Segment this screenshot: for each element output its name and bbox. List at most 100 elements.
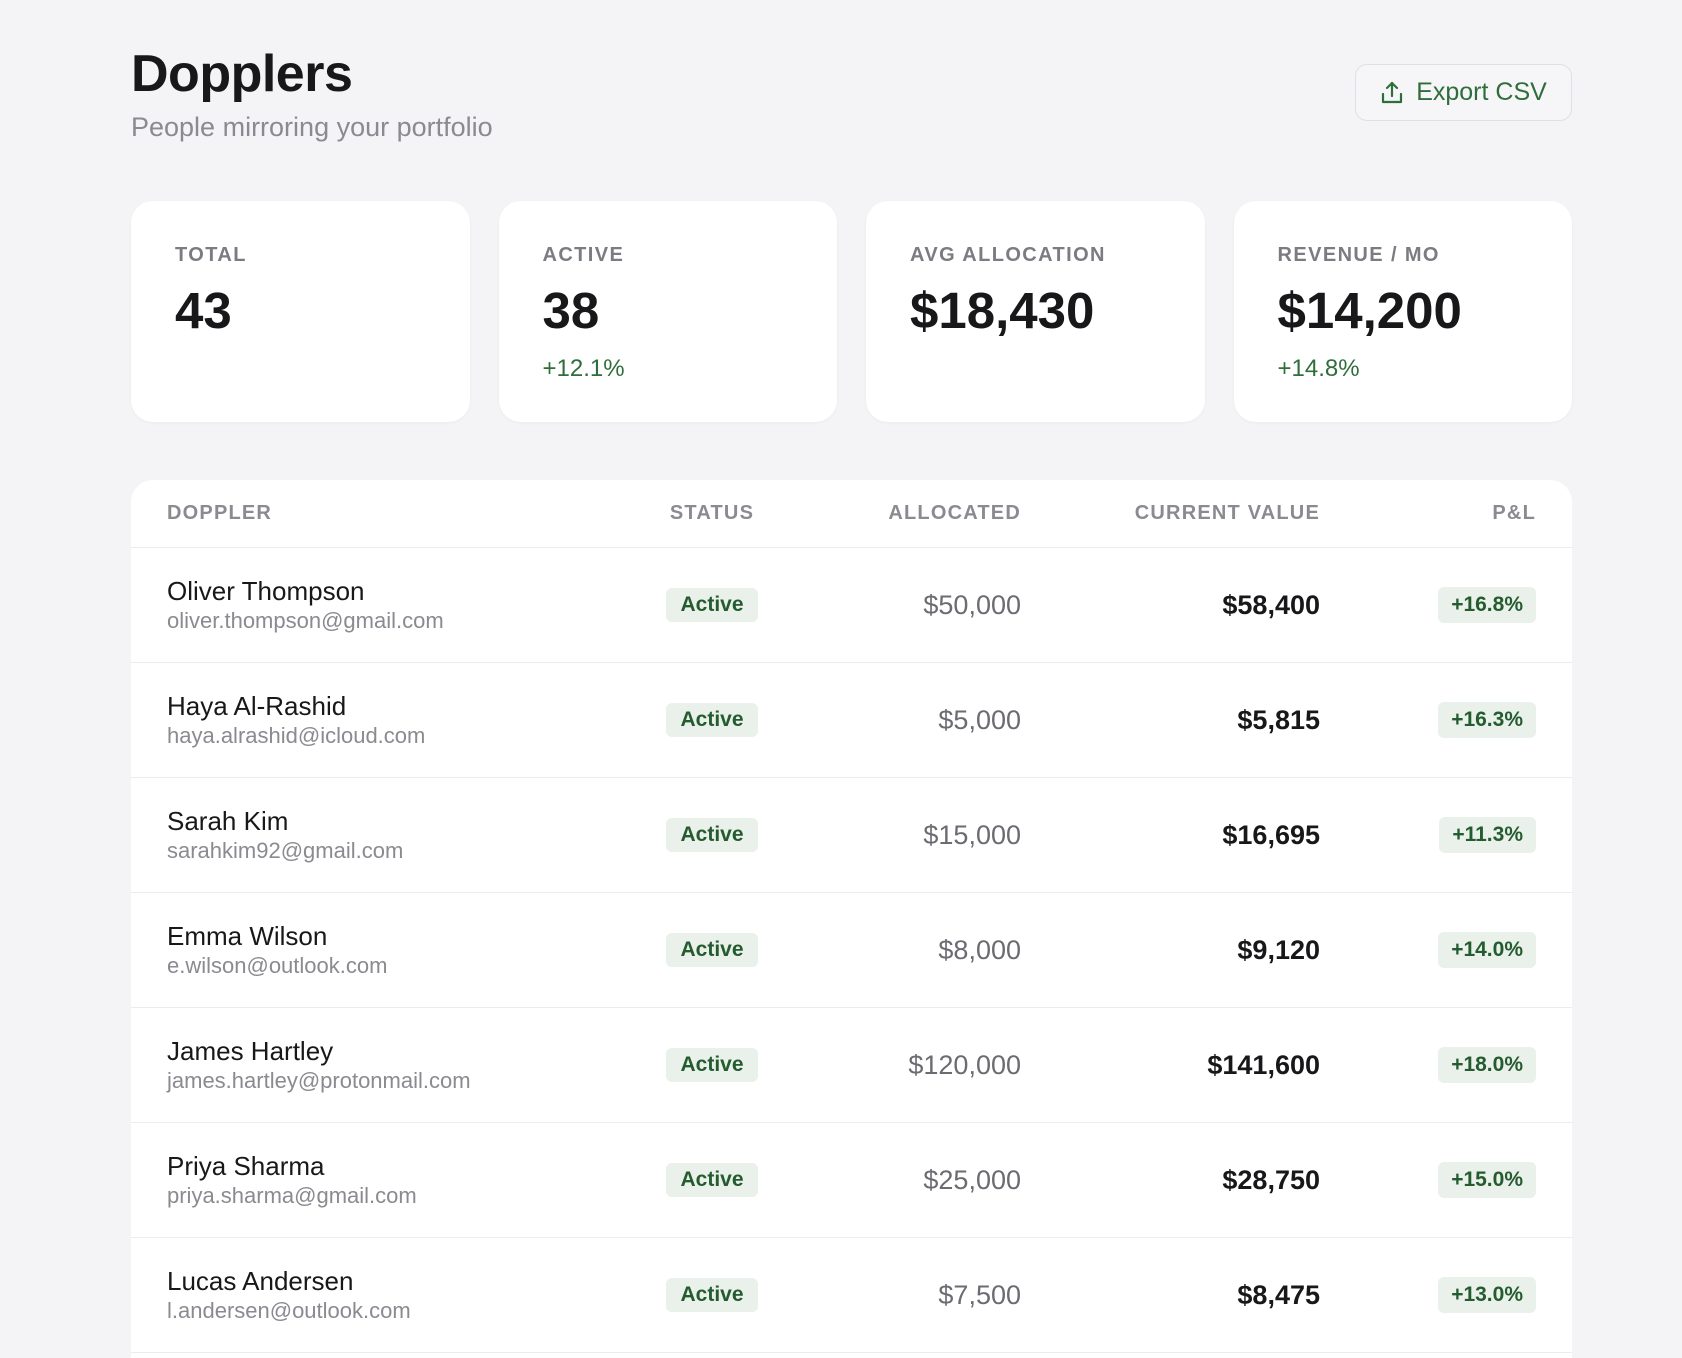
current-value: $8,475 [1237, 1279, 1320, 1310]
doppler-email: james.hartley@protonmail.com [167, 1068, 471, 1093]
page-title: Dopplers [131, 45, 353, 103]
dopplers-table: DOPPLER STATUS ALLOCATED CURRENT VALUE P… [131, 480, 1572, 1358]
doppler-name: James Hartley [167, 1036, 334, 1066]
doppler-cell: Emma Wilson e.wilson@outlook.com [167, 920, 647, 980]
pl-cell: +15.0% [1320, 1162, 1536, 1198]
stat-delta: +12.1% [542, 355, 625, 382]
doppler-cell: Priya Sharma priya.sharma@gmail.com [167, 1150, 647, 1210]
stat-value: $18,430 [910, 282, 1095, 339]
doppler-name: Haya Al-Rashid [167, 691, 347, 721]
doppler-email: priya.sharma@gmail.com [167, 1183, 417, 1208]
status-badge: Active [666, 1278, 758, 1312]
table-row[interactable]: Sarah Kim sarahkim92@gmail.com Active $1… [131, 778, 1572, 893]
upload-icon [1380, 80, 1404, 106]
pl-cell: +13.0% [1320, 1277, 1536, 1313]
column-header-status[interactable]: STATUS [669, 502, 755, 524]
export-csv-button[interactable]: Export CSV [1355, 64, 1572, 121]
status-cell: Active [647, 1048, 777, 1082]
status-cell: Active [647, 703, 777, 737]
status-cell: Active [647, 1163, 777, 1197]
pl-cell: +16.8% [1320, 587, 1536, 623]
doppler-cell: Oliver Thompson oliver.thompson@gmail.co… [167, 575, 647, 635]
allocated-value: $50,000 [923, 589, 1021, 620]
current-value: $5,815 [1237, 704, 1320, 735]
pl-badge: +13.0% [1438, 1277, 1536, 1313]
pl-badge: +14.0% [1438, 932, 1536, 968]
status-badge: Active [666, 1048, 758, 1082]
stat-value: $14,200 [1277, 282, 1462, 339]
pl-cell: +14.0% [1320, 932, 1536, 968]
allocated-value: $15,000 [923, 819, 1021, 850]
status-cell: Active [647, 588, 777, 622]
stat-value: 38 [542, 282, 600, 339]
current-value: $58,400 [1222, 589, 1320, 620]
status-badge: Active [666, 1163, 758, 1197]
stat-card-active: ACTIVE 38 +12.1% [498, 201, 837, 422]
status-badge: Active [666, 703, 758, 737]
doppler-name: Lucas Andersen [167, 1266, 354, 1296]
status-cell: Active [647, 818, 777, 852]
doppler-name: Emma Wilson [167, 921, 328, 951]
stats-row: TOTAL 43 ACTIVE 38 +12.1% AVG ALLOCATION… [131, 201, 1572, 422]
stat-label: ACTIVE [542, 244, 625, 266]
doppler-cell: James Hartley james.hartley@protonmail.c… [167, 1035, 647, 1095]
pl-cell: +11.3% [1320, 817, 1536, 853]
column-header-allocated[interactable]: ALLOCATED [888, 502, 1021, 524]
table-body: Oliver Thompson oliver.thompson@gmail.co… [131, 548, 1572, 1353]
pl-badge: +18.0% [1438, 1047, 1536, 1083]
stat-card-total: TOTAL 43 [131, 201, 470, 422]
doppler-cell: Sarah Kim sarahkim92@gmail.com [167, 805, 647, 865]
doppler-name: Priya Sharma [167, 1151, 325, 1181]
export-csv-label: Export CSV [1416, 78, 1547, 106]
stat-label: REVENUE / MO [1277, 244, 1440, 266]
allocated-value: $120,000 [908, 1049, 1021, 1080]
status-badge: Active [666, 588, 758, 622]
stat-label: TOTAL [175, 244, 247, 266]
allocated-value: $8,000 [938, 934, 1021, 965]
allocated-value: $7,500 [938, 1279, 1021, 1310]
page-subtitle: People mirroring your portfolio [131, 112, 493, 142]
column-header-pl[interactable]: P&L [1492, 502, 1536, 524]
pl-badge: +11.3% [1439, 817, 1536, 853]
pl-badge: +16.8% [1438, 587, 1536, 623]
status-cell: Active [647, 933, 777, 967]
doppler-email: haya.alrashid@icloud.com [167, 723, 426, 748]
doppler-email: oliver.thompson@gmail.com [167, 608, 444, 633]
stat-label: AVG ALLOCATION [910, 244, 1106, 266]
table-row[interactable]: Emma Wilson e.wilson@outlook.com Active … [131, 893, 1572, 1008]
doppler-cell: Haya Al-Rashid haya.alrashid@icloud.com [167, 690, 647, 750]
stat-card-avg-allocation: AVG ALLOCATION $18,430 [866, 201, 1205, 422]
page-header: Dopplers People mirroring your portfolio… [131, 44, 1572, 154]
doppler-name: Oliver Thompson [167, 576, 365, 606]
stat-value: 43 [175, 282, 232, 339]
allocated-value: $5,000 [938, 704, 1021, 735]
column-header-doppler[interactable]: DOPPLER [167, 502, 273, 524]
status-cell: Active [647, 1278, 777, 1312]
doppler-email: sarahkim92@gmail.com [167, 838, 404, 863]
table-row[interactable]: Oliver Thompson oliver.thompson@gmail.co… [131, 548, 1572, 663]
status-badge: Active [666, 933, 758, 967]
current-value: $141,600 [1207, 1049, 1320, 1080]
stat-delta: +14.8% [1277, 355, 1360, 382]
pl-badge: +15.0% [1438, 1162, 1536, 1198]
doppler-cell: Lucas Andersen l.andersen@outlook.com [167, 1265, 647, 1325]
column-header-current-value[interactable]: CURRENT VALUE [1134, 502, 1320, 524]
current-value: $9,120 [1237, 934, 1320, 965]
allocated-value: $25,000 [923, 1164, 1021, 1195]
doppler-name: Sarah Kim [167, 806, 289, 836]
doppler-email: l.andersen@outlook.com [167, 1298, 411, 1323]
table-row[interactable]: Priya Sharma priya.sharma@gmail.com Acti… [131, 1123, 1572, 1238]
table-row[interactable]: Haya Al-Rashid haya.alrashid@icloud.com … [131, 663, 1572, 778]
doppler-email: e.wilson@outlook.com [167, 953, 388, 978]
table-row[interactable]: Lucas Andersen l.andersen@outlook.com Ac… [131, 1238, 1572, 1353]
current-value: $28,750 [1222, 1164, 1320, 1195]
current-value: $16,695 [1222, 819, 1320, 850]
status-badge: Active [666, 818, 758, 852]
table-header: DOPPLER STATUS ALLOCATED CURRENT VALUE P… [131, 480, 1572, 548]
table-row[interactable]: James Hartley james.hartley@protonmail.c… [131, 1008, 1572, 1123]
pl-badge: +16.3% [1438, 702, 1536, 738]
pl-cell: +18.0% [1320, 1047, 1536, 1083]
pl-cell: +16.3% [1320, 702, 1536, 738]
stat-card-revenue: REVENUE / MO $14,200 +14.8% [1233, 201, 1572, 422]
